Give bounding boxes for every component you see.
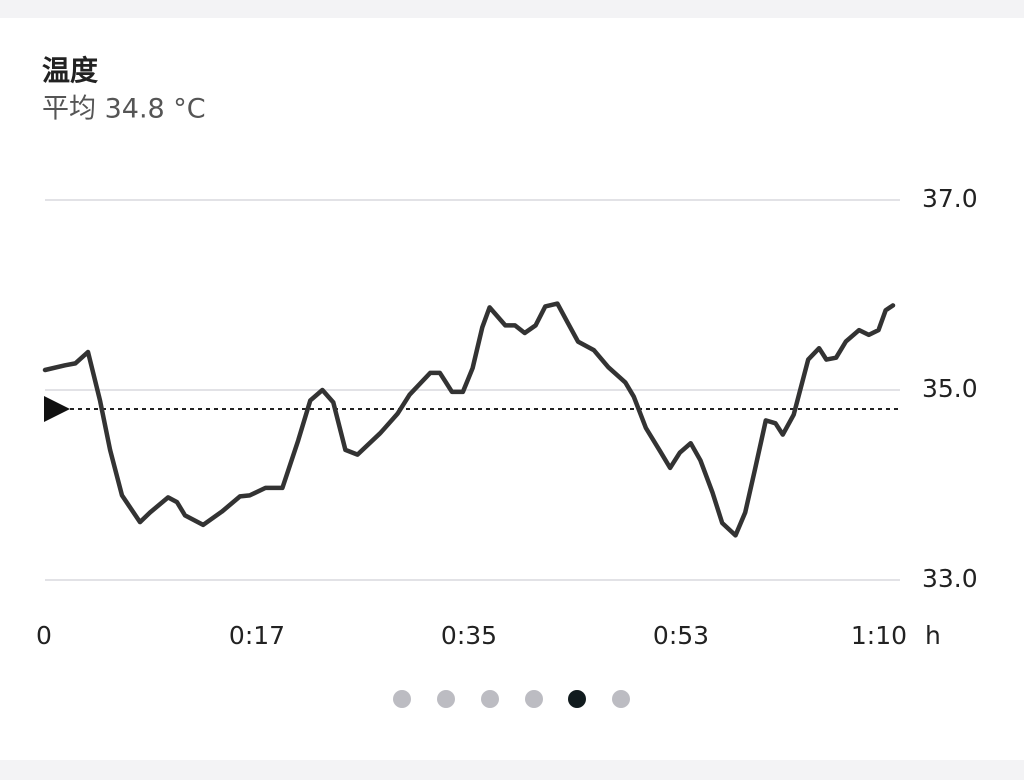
average-marker xyxy=(44,396,70,422)
x-tick-label: 1:10 xyxy=(851,621,907,650)
page-dot[interactable] xyxy=(437,690,455,708)
page-dots xyxy=(393,690,630,708)
page-dot[interactable] xyxy=(525,690,543,708)
y-tick-label: 37.0 xyxy=(922,184,978,213)
x-tick-label: 0:35 xyxy=(441,621,497,650)
top-strip xyxy=(0,0,1024,18)
page-dot-active[interactable] xyxy=(568,690,586,708)
x-tick-label: 0:53 xyxy=(653,621,709,650)
bottom-strip xyxy=(0,760,1024,780)
page-dot[interactable] xyxy=(612,690,630,708)
chart-subtitle: 平均 34.8 °C xyxy=(42,94,206,125)
x-tick-label: 0:17 xyxy=(229,621,285,650)
page-dot[interactable] xyxy=(481,690,499,708)
chart-title: 温度 xyxy=(42,54,98,87)
x-unit: h xyxy=(925,621,941,650)
x-tick-label: 0 xyxy=(36,621,52,650)
y-tick-label: 35.0 xyxy=(922,374,978,403)
series-line xyxy=(42,301,896,538)
page-dot[interactable] xyxy=(393,690,411,708)
y-tick-label: 33.0 xyxy=(922,564,978,593)
